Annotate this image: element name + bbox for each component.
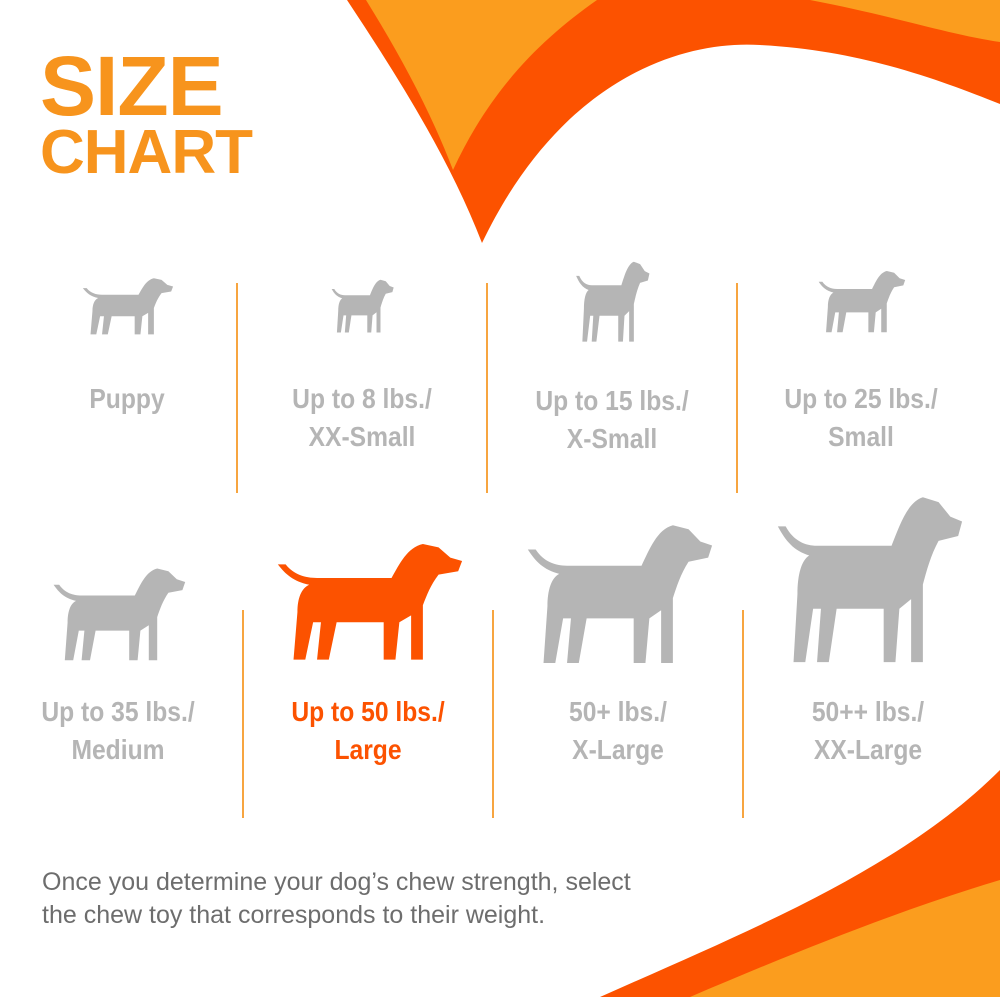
size-label-line2: XX-Large: [813, 734, 923, 765]
toy-dog-icon: [576, 261, 650, 342]
size-label: Up to 25 lbs./ Small: [751, 380, 971, 456]
bottom-swoosh-orange: [690, 880, 1000, 997]
size-label-line1: 50+ lbs./: [569, 696, 667, 727]
divider: [242, 610, 244, 818]
footer-note: Once you determine your dog’s chew stren…: [42, 866, 631, 932]
size-label: 50+ lbs./ X-Large: [508, 693, 728, 769]
shepherd-icon: [527, 525, 713, 663]
divider: [736, 283, 738, 493]
divider: [486, 283, 488, 493]
size-label: Puppy: [17, 380, 237, 418]
divider: [492, 610, 494, 818]
chihuahua-icon: [331, 279, 394, 333]
size-label: Up to 35 lbs./ Medium: [8, 693, 228, 769]
title-chart: CHART: [40, 118, 253, 187]
beagle-icon: [53, 568, 186, 661]
labrador-icon: [277, 544, 463, 660]
size-label-line2: XX-Small: [308, 421, 416, 452]
size-label-line1: Puppy: [89, 383, 165, 414]
footer-line-2: the chew toy that corresponds to their w…: [42, 901, 546, 929]
size-label-line2: Large: [334, 734, 402, 765]
size-label: Up to 15 lbs./ X-Small: [502, 382, 722, 458]
size-label: Up to 50 lbs./ Large: [258, 693, 478, 769]
size-label: 50++ lbs./ XX-Large: [758, 693, 978, 769]
size-label-line2: X-Small: [566, 423, 658, 454]
terrier-icon: [818, 271, 906, 333]
size-label-line1: Up to 25 lbs./: [784, 383, 938, 414]
size-label-line1: Up to 50 lbs./: [291, 696, 445, 727]
size-label-line1: Up to 35 lbs./: [41, 696, 195, 727]
top-swoosh-orange-left: [366, 0, 597, 170]
divider: [742, 610, 744, 818]
size-label-line1: 50++ lbs./: [811, 696, 925, 727]
great-dane-icon: [777, 497, 963, 663]
size-label-line1: Up to 8 lbs./: [292, 383, 432, 414]
footer-line-1: Once you determine your dog’s chew stren…: [42, 868, 631, 896]
divider: [236, 283, 238, 493]
size-label-line2: Medium: [71, 734, 165, 765]
size-label-line2: X-Large: [572, 734, 664, 765]
size-label: Up to 8 lbs./ XX-Small: [252, 380, 472, 456]
puppy-icon: [82, 278, 174, 335]
size-label-line2: Small: [828, 421, 894, 452]
size-label-line1: Up to 15 lbs./: [535, 385, 689, 416]
top-swoosh-orange-right: [810, 0, 1000, 42]
title-size: SIZE: [40, 39, 224, 133]
